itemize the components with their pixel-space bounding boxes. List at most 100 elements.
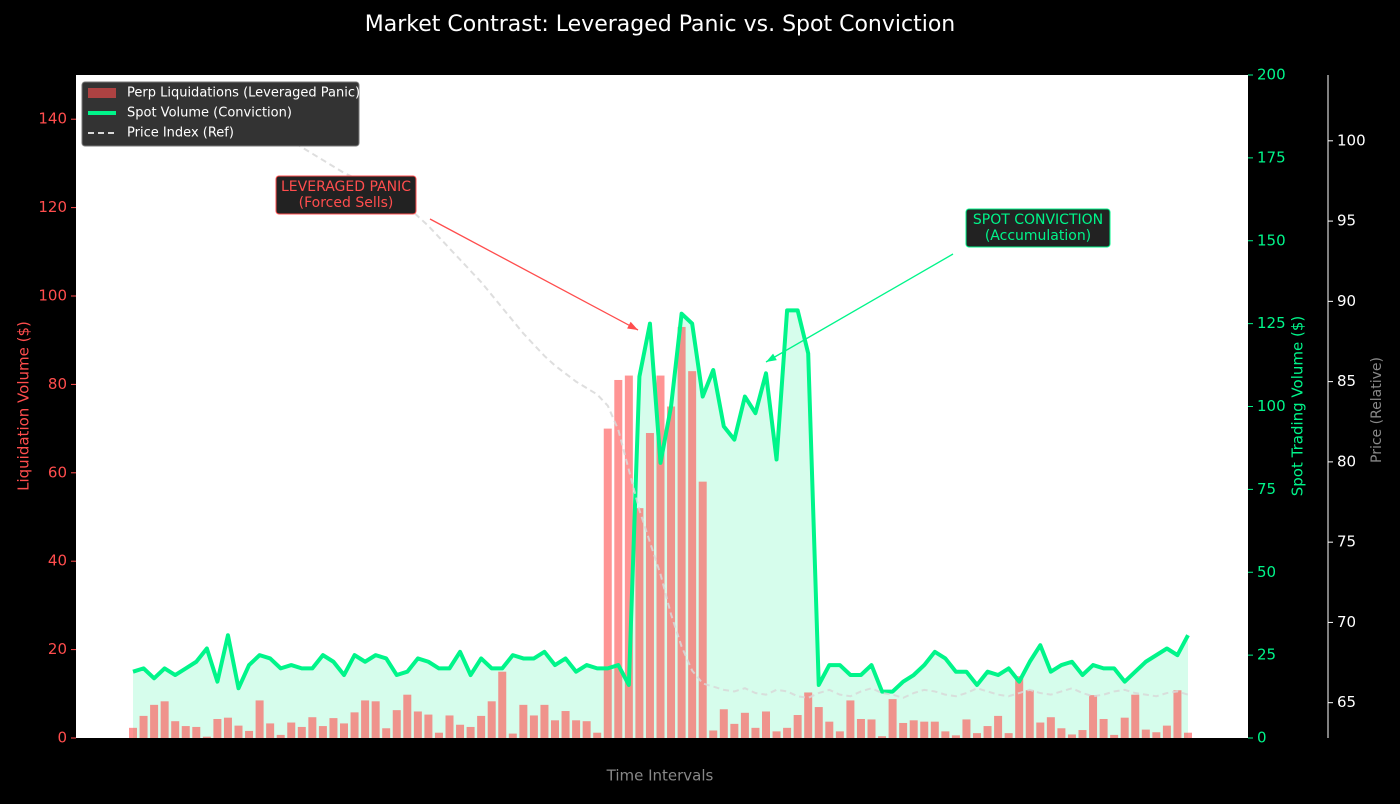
bar [951, 735, 960, 738]
y-tick-label: 0 [57, 729, 67, 747]
bar [223, 717, 232, 738]
bar [1025, 690, 1034, 738]
legend-label: Spot Volume (Conviction) [127, 106, 292, 121]
bar [1184, 732, 1192, 738]
bar [139, 715, 148, 738]
bar [160, 701, 169, 738]
bar [730, 723, 739, 738]
bar [466, 726, 475, 738]
y3-tick-label: 85 [1337, 372, 1356, 390]
bar [888, 699, 897, 738]
price-line [132, 88, 1189, 699]
bar [846, 700, 855, 738]
legend-swatch [88, 88, 116, 98]
bar [1152, 732, 1161, 738]
bar [245, 730, 254, 738]
bar [920, 721, 929, 738]
bar [1057, 728, 1066, 738]
x-axis-label: Time Intervals [606, 767, 714, 785]
annotation-text: LEVERAGED PANIC [281, 179, 411, 195]
y2-tick-label: 100 [1257, 397, 1286, 415]
annotation-box [965, 208, 1111, 248]
bar [603, 428, 612, 738]
y2-tick-label: 0 [1257, 729, 1267, 747]
bar [361, 700, 370, 738]
bar [213, 718, 222, 738]
bar [350, 712, 359, 738]
legend-box [81, 81, 360, 147]
bar [413, 711, 422, 738]
y3-tick-label: 95 [1337, 212, 1356, 230]
bar [403, 694, 412, 738]
bar [456, 724, 465, 738]
y-tick-label: 120 [38, 198, 67, 216]
bar [1089, 695, 1098, 738]
bar [561, 711, 570, 738]
bar [878, 736, 887, 738]
bar [856, 718, 865, 738]
y3-tick-label: 70 [1337, 613, 1356, 631]
bar [614, 379, 623, 738]
bar [392, 710, 401, 738]
bar [930, 721, 939, 738]
bar [656, 375, 665, 738]
bar [1036, 722, 1045, 738]
bar [740, 712, 749, 738]
bar [519, 704, 528, 738]
annotation-text: SPOT CONVICTION [973, 212, 1103, 228]
bar [698, 481, 707, 738]
bar [793, 715, 802, 738]
y2-tick-label: 75 [1257, 480, 1276, 498]
y-tick-label: 40 [48, 552, 67, 570]
bar [266, 723, 275, 738]
bar [1141, 729, 1150, 738]
legend-label: Price Index (Ref) [127, 126, 234, 141]
bar [983, 726, 992, 738]
bar [909, 720, 918, 738]
bar [529, 715, 538, 738]
bar [688, 371, 697, 738]
bar [487, 701, 496, 738]
bar [297, 726, 306, 738]
bar [329, 718, 338, 738]
bar [171, 721, 180, 738]
bar [318, 726, 327, 738]
bar [477, 715, 486, 738]
bar [1131, 694, 1140, 738]
bar [508, 733, 517, 738]
legend-label: Perp Liquidations (Leveraged Panic) [127, 86, 360, 101]
bar [192, 726, 201, 738]
bar [719, 709, 728, 738]
annotation-text: (Accumulation) [985, 228, 1091, 244]
bar [340, 723, 348, 738]
bar [1099, 718, 1108, 738]
bar [181, 726, 190, 738]
bar [941, 731, 950, 738]
bar [751, 727, 760, 738]
annotation-arrow [429, 218, 639, 331]
y2-tick-label: 125 [1257, 314, 1286, 332]
bar [867, 719, 876, 738]
bar [129, 727, 137, 738]
y3-tick-label: 75 [1337, 533, 1356, 551]
bar [445, 715, 454, 738]
spot-line [132, 308, 1190, 694]
bar [1078, 730, 1087, 738]
y2-tick-label: 50 [1257, 563, 1276, 581]
y-tick-label: 60 [48, 463, 67, 481]
bar [825, 721, 834, 738]
bar [287, 722, 296, 738]
bar [382, 728, 391, 738]
y2-tick-label: 25 [1257, 646, 1276, 664]
bar [371, 701, 380, 738]
bar [973, 733, 981, 738]
y3-tick-label: 65 [1337, 693, 1356, 711]
y2-tick-label: 175 [1257, 148, 1286, 166]
bar [762, 711, 770, 738]
y2-tick-label: 150 [1257, 231, 1286, 249]
y3-tick-label: 90 [1337, 292, 1356, 310]
bar [551, 720, 559, 738]
bar [593, 732, 602, 738]
bar [772, 731, 781, 738]
